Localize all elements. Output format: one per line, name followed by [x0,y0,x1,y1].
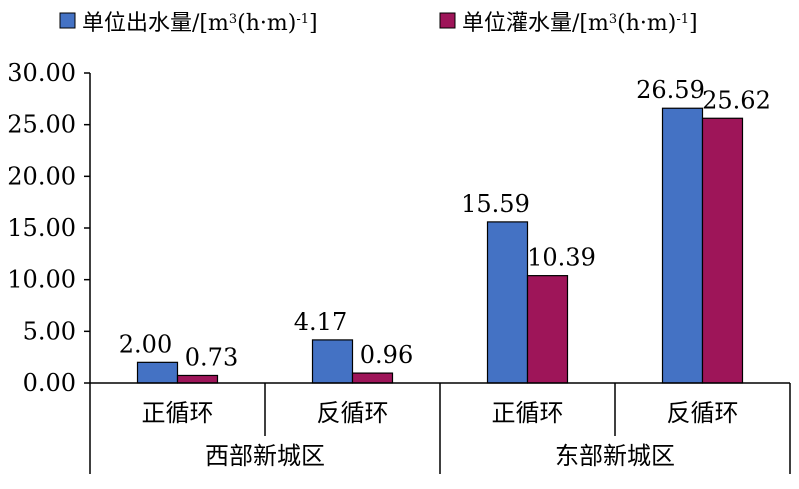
bar-infill [176,374,219,384]
y-tick-label: 10.00 [7,266,76,294]
legend-text-part: 单位出水量/[m [82,11,229,36]
y-axis: 0.00 5.00 10.00 15.00 20.00 25.00 30.00 [7,59,91,397]
data-label: 4.17 [294,308,347,336]
category-label: 反循环 [667,399,739,427]
group-label: 西部新城区 [205,442,325,470]
data-label: 0.96 [360,341,413,369]
category-label: 反循环 [317,399,389,427]
bar-infill [526,275,569,384]
data-label: 25.62 [702,86,771,114]
data-label: 15.59 [461,190,530,218]
legend-item: 单位出水量/[m3(h·m)-1] [59,11,318,36]
bar-outflow [311,339,354,384]
legend-text-part: (h·m) [617,11,676,36]
legend-text-part: (h·m) [237,11,296,36]
category-label: 正循环 [492,399,564,427]
data-label: 26.59 [636,76,705,104]
y-tick-label: 0.00 [23,369,76,397]
y-tick-label: 5.00 [23,317,76,345]
legend-swatch [59,12,76,29]
bar-infill [701,117,744,384]
legend-text-part: 单位灌水量/[m [462,11,609,36]
legend-swatch [439,12,456,29]
y-tick-label: 20.00 [7,162,76,190]
legend-label: 单位灌水量/[m3(h·m)-1] [462,11,698,36]
bar-infill [351,372,394,384]
legend-label: 单位出水量/[m3(h·m)-1] [82,11,318,36]
bar-outflow [136,361,179,384]
legend-text-part: ] [689,11,698,36]
legend-text-part: 3 [609,12,617,27]
legend-text-part: ] [309,11,318,36]
legend-item: 单位灌水量/[m3(h·m)-1] [439,11,698,36]
y-tick-label: 25.00 [7,111,76,139]
bar-outflow [661,107,704,384]
bar-outflow [486,221,529,384]
category-label: 正循环 [142,399,214,427]
data-label: 0.73 [185,343,238,371]
legend-text-part: 3 [229,12,237,27]
legend-text-part: -1 [676,12,689,27]
bars: 2.00 4.17 15.59 26.59 0.73 0.96 10.39 25.62 [119,76,771,384]
data-label: 10.39 [527,244,596,272]
group-label: 东部新城区 [555,442,675,470]
legend: 单位出水量/[m3(h·m)-1] 单位灌水量/[m3(h·m)-1] [59,11,698,36]
data-label: 2.00 [119,330,172,358]
y-tick-label: 15.00 [7,214,76,242]
y-tick-label: 30.00 [7,59,76,87]
legend-text-part: -1 [296,12,309,27]
